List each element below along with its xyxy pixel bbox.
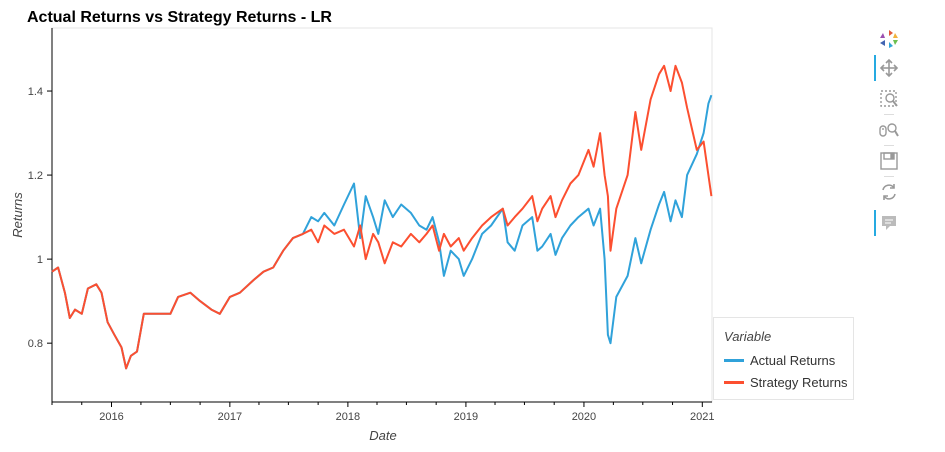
legend-item-strategy-returns[interactable]: Strategy Returns bbox=[724, 374, 848, 390]
legend-swatch-actual-returns bbox=[724, 358, 744, 362]
wheel-zoom-icon[interactable] bbox=[874, 117, 904, 143]
x-tick-label: 2018 bbox=[336, 411, 360, 423]
toolbar-separator bbox=[884, 176, 894, 177]
legend-swatch-strategy-returns bbox=[724, 380, 744, 384]
box-zoom-icon[interactable] bbox=[874, 86, 904, 112]
chart-toolbar bbox=[874, 26, 904, 241]
series-group bbox=[51, 64, 713, 370]
x-axis: 2016 2017 2018 2019 2020 2021 bbox=[51, 401, 715, 423]
x-tick-label: 2016 bbox=[99, 411, 123, 423]
y-tick-label: 1.2 bbox=[28, 170, 43, 182]
series-line-strategy-returns[interactable] bbox=[51, 64, 713, 370]
legend-label-strategy-returns: Strategy Returns bbox=[750, 374, 848, 390]
toolbar-separator bbox=[884, 145, 894, 146]
pan-icon[interactable] bbox=[874, 55, 904, 81]
x-tick-label: 2019 bbox=[454, 411, 478, 423]
reset-icon[interactable] bbox=[874, 179, 904, 205]
y-tick-label: 1 bbox=[37, 254, 43, 266]
save-icon[interactable] bbox=[874, 148, 904, 174]
x-axis-title: Date bbox=[369, 428, 396, 443]
y-tick-label: 0.8 bbox=[28, 338, 43, 350]
legend-item-actual-returns[interactable]: Actual Returns bbox=[724, 352, 835, 368]
legend: Variable Actual Returns Strategy Returns bbox=[713, 317, 854, 400]
legend-title: Variable bbox=[724, 329, 772, 344]
legend-label-actual-returns: Actual Returns bbox=[750, 352, 836, 368]
chart-title: Actual Returns vs Strategy Returns - LR bbox=[27, 9, 332, 26]
x-tick-label: 2021 bbox=[690, 411, 714, 423]
y-tick-label: 1.4 bbox=[28, 86, 43, 98]
toolbar-separator bbox=[884, 114, 894, 115]
x-tick-label: 2020 bbox=[572, 411, 596, 423]
y-axis: 0.8 1 1.2 1.4 bbox=[28, 28, 53, 402]
y-axis-title: Returns bbox=[10, 192, 25, 238]
bokeh-logo-icon[interactable] bbox=[874, 26, 904, 52]
x-tick-label: 2017 bbox=[218, 411, 242, 423]
hover-icon[interactable] bbox=[874, 210, 904, 236]
